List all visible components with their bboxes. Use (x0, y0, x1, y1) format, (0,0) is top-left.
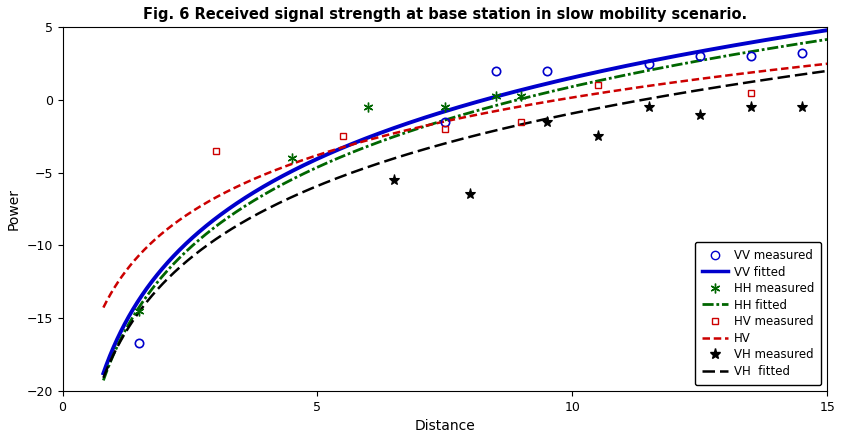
X-axis label: Distance: Distance (414, 419, 475, 433)
Legend: VV measured, VV fitted, HH measured, HH fitted, HV measured, HV, VH measured, VH: VV measured, VV fitted, HH measured, HH … (695, 242, 821, 385)
Title: Fig. 6 Received signal strength at base station in slow mobility scenario.: Fig. 6 Received signal strength at base … (143, 7, 747, 22)
Y-axis label: Power: Power (7, 188, 21, 230)
